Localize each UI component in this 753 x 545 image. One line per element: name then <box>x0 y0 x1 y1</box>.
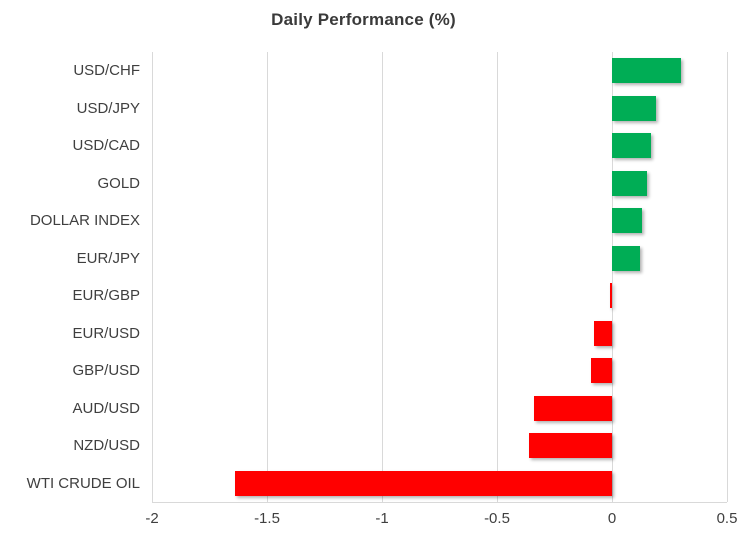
x-tick-label-1: -1.5 <box>254 510 280 527</box>
bar-usd-jpy <box>612 95 656 121</box>
category-axis: USD/CHF USD/JPY USD/CAD GOLD DOLLAR INDEX EUR… <box>0 52 140 502</box>
bar-gold <box>612 170 647 196</box>
bar-nzd-usd <box>529 433 612 459</box>
category-label-usd-chf: USD/CHF <box>73 62 140 80</box>
bar-usd-chf <box>612 58 681 84</box>
bar-gbp-usd <box>591 358 612 384</box>
category-label-gold: GOLD <box>97 174 140 192</box>
category-label-usd-jpy: USD/JPY <box>76 99 140 117</box>
category-label-eur-jpy: EUR/JPY <box>76 249 140 267</box>
bar-dollar-index <box>612 208 642 234</box>
category-label-aud-usd: AUD/USD <box>72 399 140 417</box>
gridline-neg0_5 <box>497 52 498 502</box>
category-label-wti-crude-oil: WTI CRUDE OIL <box>26 474 140 492</box>
bar-usd-cad <box>612 133 652 159</box>
x-tick-label-4: 0 <box>607 510 617 527</box>
category-label-eur-gbp: EUR/GBP <box>72 287 140 305</box>
plot-area <box>152 52 728 503</box>
x-tick-label-0: -2 <box>145 510 159 527</box>
bar-eur-jpy <box>612 245 640 271</box>
bar-aud-usd <box>533 395 612 421</box>
bar-eur-gbp <box>609 283 612 309</box>
category-label-nzd-usd: NZD/USD <box>73 437 140 455</box>
gridline-neg1 <box>382 52 383 502</box>
bar-eur-usd <box>593 320 612 346</box>
gridline-0 <box>612 52 613 502</box>
bar-wti-crude-oil <box>234 470 612 496</box>
gridline-0_5 <box>727 52 728 502</box>
category-label-dollar-index: DOLLAR INDEX <box>29 212 140 230</box>
chart-title: Daily Performance (%) <box>271 10 456 29</box>
value-axis: -2 -1.5 -1 -0.5 0 0.5 <box>145 510 737 532</box>
x-tick-label-3: -0.5 <box>484 510 510 527</box>
gridline-neg1_5 <box>267 52 268 502</box>
x-tick-label-2: -1 <box>375 510 389 527</box>
category-label-gbp-usd: GBP/USD <box>72 362 140 380</box>
gridline-neg2 <box>152 52 153 502</box>
category-label-usd-cad: USD/CAD <box>72 137 140 155</box>
x-tick-label-5: 0.5 <box>716 510 738 527</box>
category-label-eur-usd: EUR/USD <box>72 324 140 342</box>
